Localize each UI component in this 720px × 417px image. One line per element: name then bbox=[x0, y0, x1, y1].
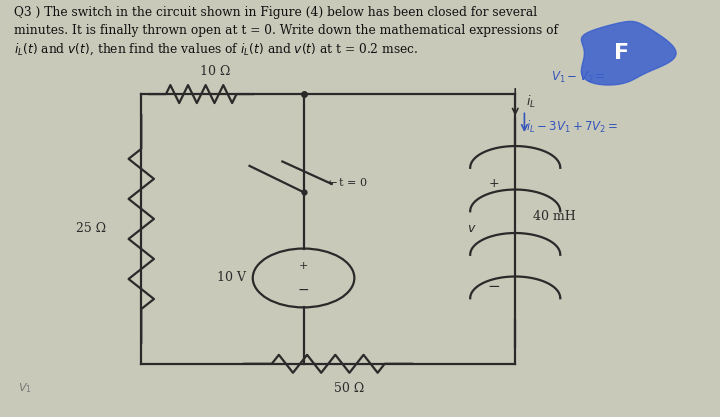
Text: 10 V: 10 V bbox=[217, 271, 246, 284]
Text: −: − bbox=[298, 283, 310, 297]
Text: F: F bbox=[613, 43, 629, 63]
Text: +: + bbox=[299, 261, 308, 271]
Text: $i_L  -3V_1 + 7V_2 =$: $i_L -3V_1 + 7V_2 =$ bbox=[526, 119, 618, 135]
Text: $V_1  - V_2 =$: $V_1 - V_2 =$ bbox=[551, 70, 605, 85]
Polygon shape bbox=[581, 21, 676, 85]
Text: 40 mH: 40 mH bbox=[533, 210, 575, 223]
Text: +: + bbox=[489, 178, 500, 191]
Text: $\leftarrow$t = 0: $\leftarrow$t = 0 bbox=[325, 176, 368, 188]
Text: 50 Ω: 50 Ω bbox=[334, 382, 364, 395]
Text: −: − bbox=[487, 279, 500, 294]
Text: 10 Ω: 10 Ω bbox=[200, 65, 230, 78]
Text: Q3 ) The switch in the circuit shown in Figure (4) below has been closed for sev: Q3 ) The switch in the circuit shown in … bbox=[14, 6, 558, 57]
Text: 25 Ω: 25 Ω bbox=[76, 222, 106, 236]
Text: $v$: $v$ bbox=[467, 222, 477, 236]
Text: $i_L$: $i_L$ bbox=[526, 94, 536, 111]
Text: $V_1$: $V_1$ bbox=[18, 382, 32, 395]
